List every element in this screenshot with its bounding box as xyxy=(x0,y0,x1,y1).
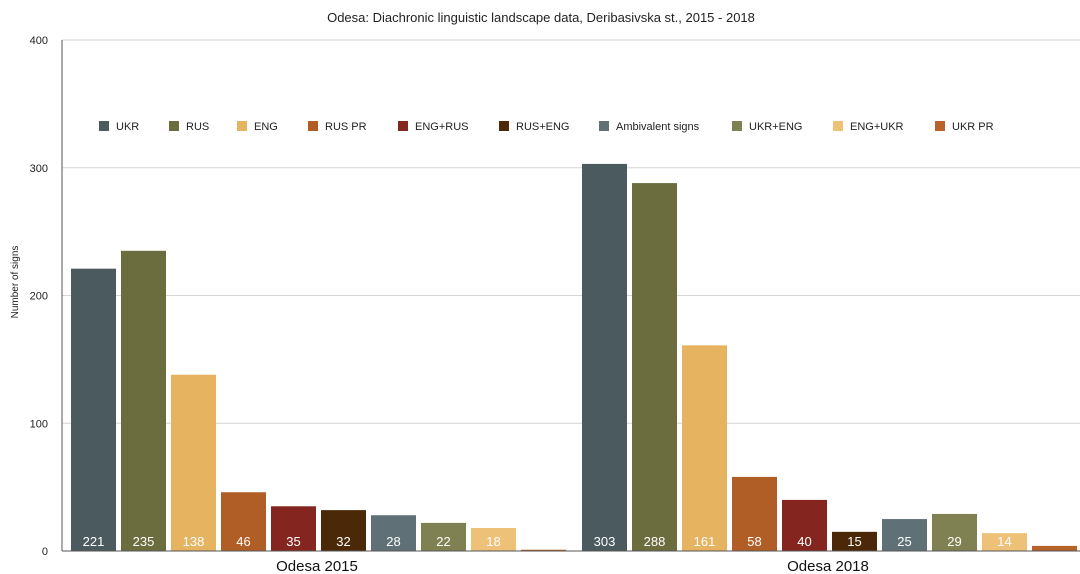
bar xyxy=(832,531,877,551)
bar-value-label: 22 xyxy=(436,534,450,549)
legend-swatch xyxy=(237,121,247,131)
legend-label: RUS xyxy=(186,121,209,133)
legend-item: RUS+ENG xyxy=(499,121,570,133)
legend-swatch xyxy=(308,121,318,131)
legend-label: UKR+ENG xyxy=(749,121,803,133)
legend: UKR RUS ENG RUS PR ENG+RUS RUS+ENG Ambivalent … xyxy=(99,121,994,133)
bar-value-label: 58 xyxy=(747,534,761,549)
legend-item: UKR xyxy=(99,121,139,133)
legend-swatch xyxy=(833,121,843,131)
bar xyxy=(471,528,516,551)
legend-item: UKR PR xyxy=(935,121,994,133)
bar-value-label: 18 xyxy=(486,534,500,549)
bar xyxy=(421,522,466,551)
y-tick-label: 0 xyxy=(42,546,48,558)
legend-item: RUS PR xyxy=(308,121,367,133)
bar-value-label: 221 xyxy=(83,534,105,549)
legend-swatch xyxy=(169,121,179,131)
legend-item: ENG+UKR xyxy=(833,121,904,133)
legend-swatch xyxy=(599,121,609,131)
legend-swatch xyxy=(499,121,509,131)
bar xyxy=(521,549,566,551)
legend-label: UKR xyxy=(116,121,139,133)
bar xyxy=(782,499,827,551)
legend-label: ENG+RUS xyxy=(415,121,469,133)
bar-value-label: 28 xyxy=(386,534,400,549)
legend-label: ENG+UKR xyxy=(850,121,904,133)
y-tick-label: 300 xyxy=(30,163,48,175)
legend-swatch xyxy=(398,121,408,131)
bar-value-label: 303 xyxy=(594,534,616,549)
bar xyxy=(932,513,977,551)
legend-item: ENG+RUS xyxy=(398,121,469,133)
bar-value-label: 235 xyxy=(133,534,155,549)
bar-value-label: 14 xyxy=(997,534,1011,549)
legend-item: Ambivalent signs xyxy=(599,121,700,133)
bar-value-label: 40 xyxy=(797,534,811,549)
bar xyxy=(321,510,366,551)
legend-swatch xyxy=(935,121,945,131)
bar xyxy=(71,268,116,551)
bar xyxy=(171,374,216,551)
bar-data-labels: 221 235 138 46 35 32 28 22 18 303 288 161 58 40 15 25 29… xyxy=(83,534,1012,549)
y-tick-label: 200 xyxy=(30,291,48,303)
bar-value-label: 32 xyxy=(336,534,350,549)
legend-label: UKR PR xyxy=(952,121,994,133)
x-axis-categories: Odesa 2015 Odesa 2018 xyxy=(276,558,869,574)
legend-swatch xyxy=(732,121,742,131)
y-axis-label: Number of signs xyxy=(10,246,21,319)
legend-swatch xyxy=(99,121,109,131)
bar xyxy=(882,519,927,551)
legend-label: Ambivalent signs xyxy=(616,121,700,133)
bar xyxy=(371,515,416,551)
bar xyxy=(1032,545,1077,551)
bar-value-label: 25 xyxy=(897,534,911,549)
legend-label: ENG xyxy=(254,121,278,133)
y-tick-label: 400 xyxy=(30,35,48,47)
bars xyxy=(71,163,1077,552)
x-category-label: Odesa 2018 xyxy=(787,558,869,574)
bar-value-label: 35 xyxy=(286,534,300,549)
bar-value-label: 29 xyxy=(947,534,961,549)
bar xyxy=(632,183,677,551)
bar-value-label: 161 xyxy=(694,534,716,549)
legend-label: RUS+ENG xyxy=(516,121,570,133)
bar xyxy=(271,506,316,551)
legend-item: ENG xyxy=(237,121,278,133)
bar xyxy=(732,476,777,551)
y-tick-label: 100 xyxy=(30,418,48,430)
bar xyxy=(582,163,627,552)
bar-value-label: 46 xyxy=(236,534,250,549)
legend-label: RUS PR xyxy=(325,121,367,133)
bar-value-label: 15 xyxy=(847,534,861,549)
x-category-label: Odesa 2015 xyxy=(276,558,358,574)
bar xyxy=(121,250,166,551)
bar-value-label: 138 xyxy=(183,534,205,549)
bar-value-label: 288 xyxy=(644,534,666,549)
legend-item: UKR+ENG xyxy=(732,121,803,133)
bar xyxy=(221,492,266,551)
gridlines xyxy=(62,39,1080,424)
legend-item: RUS xyxy=(169,121,209,133)
chart-title: Odesa: Diachronic linguistic landscape d… xyxy=(327,10,755,25)
bar xyxy=(982,533,1027,551)
y-axis-ticks: 0 100 200 300 400 xyxy=(30,35,48,558)
bar xyxy=(682,345,727,551)
